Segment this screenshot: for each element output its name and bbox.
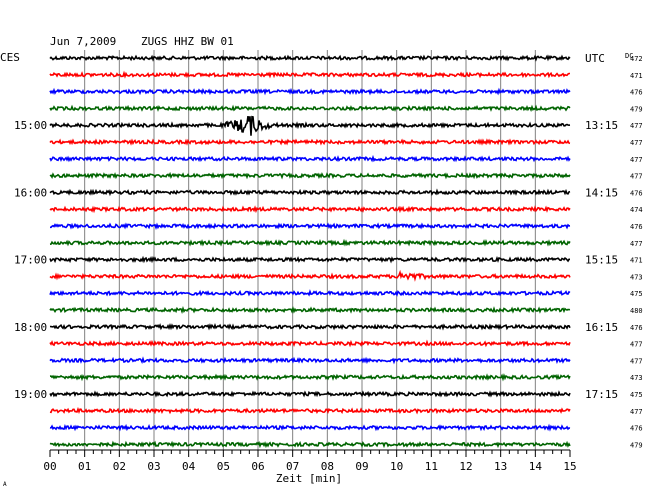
chart-station: ZUGS HHZ BW 01 [141, 35, 234, 48]
x-tick-label: 10 [390, 460, 403, 473]
left-hour-label: 18:00 [14, 321, 47, 334]
x-tick-label: 01 [78, 460, 91, 473]
x-tick-label: 11 [425, 460, 438, 473]
dc-offset-label: 472 [630, 55, 643, 63]
trace-line [49, 104, 571, 113]
trace-line [49, 269, 571, 282]
dc-offset-label: 477 [630, 139, 643, 147]
right-hour-label: 17:15 [585, 388, 618, 401]
trace-line [49, 423, 571, 432]
dc-offset-label: 475 [630, 391, 643, 399]
dc-offset-label: 479 [630, 441, 643, 449]
trace-line [49, 138, 571, 146]
dc-offset-label: 471 [630, 257, 643, 265]
x-tick-label: 15 [563, 460, 576, 473]
dc-offset-label: 479 [630, 105, 643, 113]
trace-line [49, 154, 571, 163]
dc-column-label: DC [625, 52, 633, 60]
dc-offset-label: 476 [630, 223, 643, 231]
left-hour-label: 19:00 [14, 388, 47, 401]
right-hour-label: 16:15 [585, 321, 618, 334]
dc-offset-label: 476 [630, 324, 643, 332]
dc-offset-label: 480 [630, 307, 643, 315]
x-tick-label: 00 [43, 460, 56, 473]
trace-line [49, 115, 571, 136]
x-tick-label: 09 [355, 460, 368, 473]
dc-offset-label: 477 [630, 156, 643, 164]
trace-line [49, 171, 571, 180]
trace-line [49, 390, 571, 398]
x-tick-label: 06 [251, 460, 264, 473]
dc-offset-label: 477 [630, 408, 643, 416]
x-tick-label: 02 [113, 460, 126, 473]
trace-line [49, 289, 571, 297]
dc-offset-label: 473 [630, 374, 643, 382]
trace-line [49, 356, 571, 365]
dc-offset-label: 477 [630, 173, 643, 181]
trace-line [49, 188, 571, 197]
x-tick-label: 13 [494, 460, 507, 473]
x-tick-label: 07 [286, 460, 299, 473]
right-hour-label: 14:15 [585, 186, 618, 199]
trace-line [49, 70, 570, 79]
dc-offset-label: 471 [630, 72, 643, 80]
left-hour-label: 15:00 [14, 119, 47, 132]
dc-offset-label: 476 [630, 189, 643, 197]
right-hour-label: UTC [585, 52, 605, 65]
left-hour-label: 16:00 [14, 186, 47, 199]
trace-line [49, 205, 571, 214]
trace-line [49, 87, 571, 96]
x-tick-label: 03 [147, 460, 160, 473]
trace-line [49, 255, 570, 264]
dc-offset-label: 477 [630, 357, 643, 365]
x-tick-label: 05 [217, 460, 230, 473]
trace-line [49, 440, 571, 449]
dc-offset-label: 475 [630, 290, 643, 298]
dc-offset-label: 474 [630, 206, 643, 214]
x-axis-label: Zeit [min] [276, 472, 342, 485]
trace-line [49, 406, 571, 415]
chart-date: Jun 7,2009 [50, 35, 116, 48]
x-tick-label: 12 [459, 460, 472, 473]
dc-offset-label: 476 [630, 89, 643, 97]
left-timezone-label: CES [0, 51, 20, 64]
x-tick-label: 08 [321, 460, 334, 473]
trace-line [49, 373, 571, 382]
trace-line [49, 238, 571, 247]
dc-offset-label: 477 [630, 122, 643, 130]
footer-mark: A [3, 481, 7, 488]
trace-line [50, 222, 571, 230]
right-hour-label: 13:15 [585, 119, 618, 132]
dc-offset-label: 476 [630, 425, 643, 433]
dc-offset-label: 477 [630, 240, 643, 248]
dc-offset-label: 473 [630, 273, 643, 281]
right-hour-label: 15:15 [585, 254, 618, 267]
trace-line [49, 339, 571, 348]
x-tick-label: 04 [182, 460, 196, 473]
x-tick-label: 14 [529, 460, 543, 473]
trace-line [49, 305, 571, 315]
trace-line [49, 54, 571, 62]
left-hour-label: 17:00 [14, 254, 47, 267]
dc-offset-label: 477 [630, 341, 643, 349]
trace-line [49, 322, 571, 331]
